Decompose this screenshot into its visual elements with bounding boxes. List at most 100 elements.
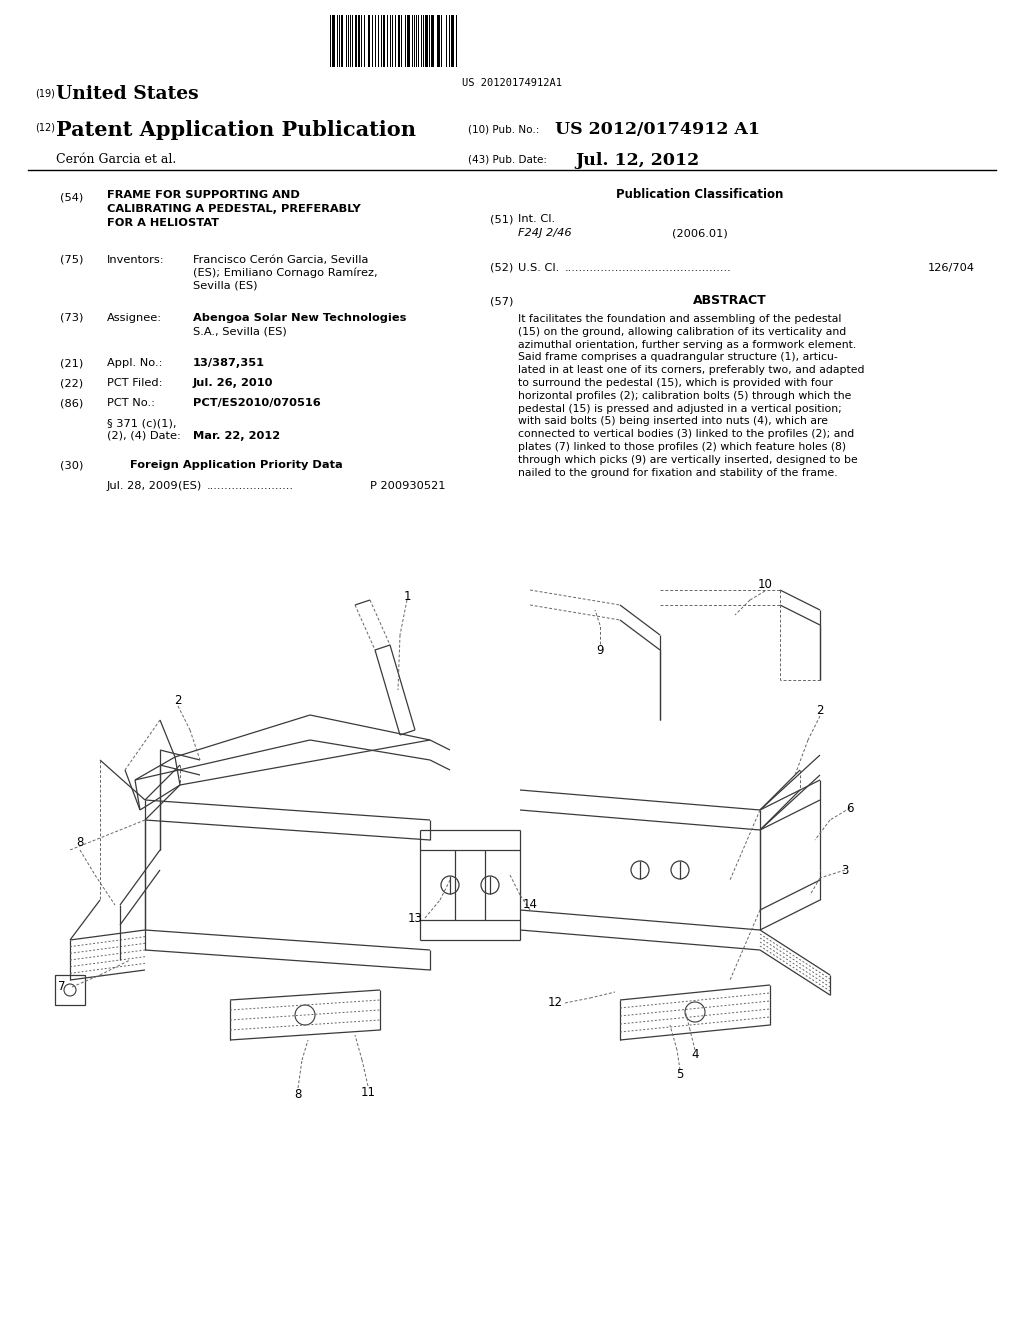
Bar: [431, 15, 434, 67]
Bar: [410, 15, 411, 67]
Bar: [372, 15, 374, 67]
Text: Inventors:: Inventors:: [106, 255, 165, 265]
Text: lated in at least one of its corners, preferably two, and adapted: lated in at least one of its corners, pr…: [518, 366, 864, 375]
Text: (54): (54): [60, 191, 83, 202]
Text: P 200930521: P 200930521: [370, 480, 445, 491]
Text: US 2012/0174912 A1: US 2012/0174912 A1: [555, 121, 760, 139]
Text: ..............................................: ........................................…: [565, 263, 732, 273]
Text: 8: 8: [294, 1089, 302, 1101]
Text: 12: 12: [548, 997, 562, 1010]
Bar: [55, 975, 85, 1005]
Text: ABSTRACT: ABSTRACT: [693, 294, 767, 308]
Text: Int. Cl.: Int. Cl.: [518, 214, 555, 224]
Text: (ES): (ES): [178, 480, 202, 491]
Bar: [387, 15, 388, 67]
Text: horizontal profiles (2); calibration bolts (5) through which the: horizontal profiles (2); calibration bol…: [518, 391, 851, 401]
Text: FRAME FOR SUPPORTING AND: FRAME FOR SUPPORTING AND: [106, 190, 300, 201]
Text: (2006.01): (2006.01): [672, 228, 728, 238]
Bar: [418, 15, 419, 67]
Bar: [383, 15, 385, 67]
Text: PCT No.:: PCT No.:: [106, 399, 155, 408]
Bar: [429, 15, 430, 67]
Bar: [369, 15, 370, 67]
Text: (ES); Emiliano Cornago Ramírez,: (ES); Emiliano Cornago Ramírez,: [193, 268, 378, 279]
Text: 126/704: 126/704: [928, 263, 975, 273]
Text: Mar. 22, 2012: Mar. 22, 2012: [193, 432, 281, 441]
Text: (21): (21): [60, 358, 83, 368]
Text: 5: 5: [676, 1068, 684, 1081]
Bar: [337, 15, 338, 67]
Text: (52): (52): [490, 263, 513, 273]
Bar: [421, 15, 422, 67]
Bar: [346, 15, 347, 67]
Text: Foreign Application Priority Data: Foreign Application Priority Data: [130, 459, 343, 470]
Text: (22): (22): [60, 378, 83, 388]
Text: It facilitates the foundation and assembling of the pedestal: It facilitates the foundation and assemb…: [518, 314, 842, 323]
Text: CALIBRATING A PEDESTAL, PREFERABLY: CALIBRATING A PEDESTAL, PREFERABLY: [106, 205, 360, 214]
Text: plates (7) linked to those profiles (2) which feature holes (8): plates (7) linked to those profiles (2) …: [518, 442, 846, 451]
Text: 3: 3: [842, 863, 849, 876]
Bar: [390, 15, 391, 67]
Text: connected to vertical bodies (3) linked to the profiles (2); and: connected to vertical bodies (3) linked …: [518, 429, 854, 440]
Text: PCT Filed:: PCT Filed:: [106, 378, 163, 388]
Text: 2: 2: [174, 693, 181, 706]
Text: (12): (12): [35, 121, 55, 132]
Text: Patent Application Publication: Patent Application Publication: [56, 120, 416, 140]
Text: Appl. No.:: Appl. No.:: [106, 358, 163, 368]
Bar: [339, 15, 340, 67]
Text: 7: 7: [58, 981, 66, 994]
Text: U.S. Cl.: U.S. Cl.: [518, 263, 559, 273]
Text: Francisco Cerón Garcia, Sevilla: Francisco Cerón Garcia, Sevilla: [193, 255, 369, 265]
Bar: [449, 15, 450, 67]
Text: (10) Pub. No.:: (10) Pub. No.:: [468, 124, 540, 135]
Bar: [423, 15, 424, 67]
Bar: [378, 15, 379, 67]
Text: Cerón Garcia et al.: Cerón Garcia et al.: [56, 153, 176, 166]
Text: 10: 10: [758, 578, 772, 591]
Text: 11: 11: [360, 1085, 376, 1098]
Text: United States: United States: [56, 84, 199, 103]
Text: with said bolts (5) being inserted into nuts (4), which are: with said bolts (5) being inserted into …: [518, 416, 828, 426]
Bar: [425, 15, 428, 67]
Bar: [395, 15, 396, 67]
Text: Jul. 12, 2012: Jul. 12, 2012: [575, 152, 699, 169]
Bar: [341, 15, 343, 67]
Text: nailed to the ground for fixation and stability of the frame.: nailed to the ground for fixation and st…: [518, 467, 838, 478]
Text: 2: 2: [816, 704, 823, 717]
Text: 1: 1: [403, 590, 411, 602]
Bar: [407, 15, 409, 67]
Bar: [332, 15, 335, 67]
Text: through which picks (9) are vertically inserted, designed to be: through which picks (9) are vertically i…: [518, 455, 858, 465]
Bar: [358, 15, 360, 67]
Text: (43) Pub. Date:: (43) Pub. Date:: [468, 154, 547, 165]
Text: Jul. 28, 2009: Jul. 28, 2009: [106, 480, 178, 491]
Text: Abengoa Solar New Technologies: Abengoa Solar New Technologies: [193, 313, 407, 323]
Bar: [381, 15, 382, 67]
Bar: [414, 15, 415, 67]
Text: FOR A HELIOSTAT: FOR A HELIOSTAT: [106, 218, 219, 228]
Bar: [451, 15, 454, 67]
Text: Assignee:: Assignee:: [106, 313, 162, 323]
Text: (30): (30): [60, 459, 83, 470]
Text: (57): (57): [490, 296, 513, 306]
Text: PCT/ES2010/070516: PCT/ES2010/070516: [193, 399, 321, 408]
Text: (19): (19): [35, 88, 55, 98]
Text: (75): (75): [60, 255, 83, 265]
Bar: [355, 15, 357, 67]
Text: (2), (4) Date:: (2), (4) Date:: [106, 432, 181, 441]
Text: (73): (73): [60, 313, 83, 323]
Bar: [375, 15, 377, 67]
Bar: [352, 15, 353, 67]
Text: Said frame comprises a quadrangular structure (1), articu-: Said frame comprises a quadrangular stru…: [518, 352, 838, 363]
Text: pedestal (15) is pressed and adjusted in a vertical position;: pedestal (15) is pressed and adjusted in…: [518, 404, 842, 413]
Text: § 371 (c)(1),: § 371 (c)(1),: [106, 418, 176, 428]
Bar: [398, 15, 400, 67]
Text: (15) on the ground, allowing calibration of its verticality and: (15) on the ground, allowing calibration…: [518, 327, 846, 337]
Bar: [350, 15, 351, 67]
Text: azimuthal orientation, further serving as a formwork element.: azimuthal orientation, further serving a…: [518, 339, 856, 350]
Text: S.A., Sevilla (ES): S.A., Sevilla (ES): [193, 326, 287, 337]
Bar: [364, 15, 366, 67]
Bar: [412, 15, 413, 67]
Text: to surround the pedestal (15), which is provided with four: to surround the pedestal (15), which is …: [518, 378, 833, 388]
Text: F24J 2/46: F24J 2/46: [518, 228, 571, 238]
